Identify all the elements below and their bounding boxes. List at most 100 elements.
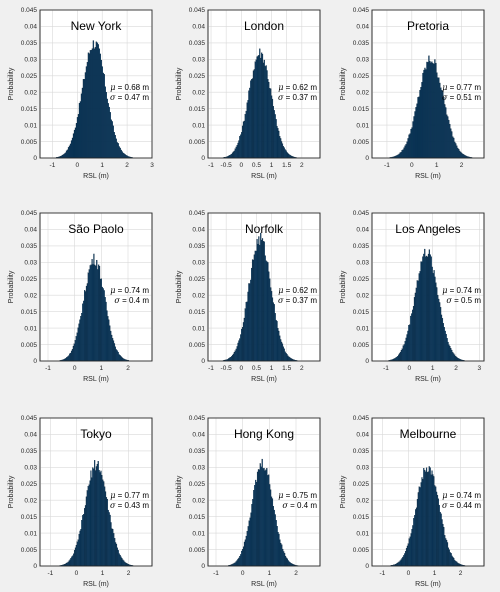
histogram-bar — [70, 353, 71, 361]
histogram-bar — [110, 515, 111, 566]
histogram-bar — [423, 468, 424, 566]
y-tick-label: 0 — [201, 358, 205, 365]
x-tick-label: 0 — [73, 365, 77, 372]
histogram-bar — [278, 128, 279, 158]
histogram-bar — [291, 563, 292, 566]
histogram-bar — [278, 131, 279, 158]
histogram-bar — [400, 352, 401, 361]
histogram-bar — [96, 466, 97, 566]
histogram-bar — [419, 487, 420, 566]
histogram-bar — [262, 238, 263, 361]
x-tick-label: 0.5 — [252, 162, 261, 169]
histogram-bar — [271, 497, 272, 566]
histogram-bar — [99, 266, 100, 361]
y-tick-label: 0.045 — [189, 210, 206, 217]
histogram-bar — [272, 298, 273, 361]
y-tick-label: 0.035 — [189, 243, 206, 250]
y-tick-label: 0.03 — [24, 465, 37, 472]
histogram-bar — [408, 325, 409, 361]
histogram-bar — [121, 150, 122, 158]
histogram-bar — [62, 155, 63, 158]
histogram-bar — [71, 351, 72, 361]
histogram-bar — [405, 551, 406, 566]
histogram-bar — [457, 358, 458, 361]
histogram-bar — [415, 111, 416, 158]
x-axis-label: RSL (m) — [83, 173, 109, 180]
x-tick-label: 0 — [239, 365, 243, 372]
histogram-bar — [431, 62, 432, 158]
histogram-bar — [233, 152, 234, 158]
y-tick-label: 0 — [33, 563, 37, 570]
histogram-bar — [229, 358, 230, 361]
histogram-bar — [231, 356, 232, 361]
histogram-bar — [113, 341, 114, 361]
histogram-bar — [244, 542, 245, 566]
std-annotation: σ = 0.4 m — [114, 296, 149, 305]
histogram-bar — [228, 358, 229, 361]
histogram-bar — [238, 343, 239, 361]
y-tick-label: 0.045 — [189, 7, 206, 14]
histogram-bar — [75, 340, 76, 361]
histogram-bar — [427, 257, 428, 361]
histogram-bar — [85, 505, 86, 566]
chart-title: Pretoria — [407, 19, 449, 33]
histogram-bar — [405, 146, 406, 158]
x-tick-label: 1.5 — [282, 162, 291, 169]
y-tick-label: 0.025 — [189, 481, 206, 488]
y-axis-label: Probability — [340, 67, 347, 100]
histogram-bar — [430, 255, 431, 361]
histogram-bar — [398, 562, 399, 566]
histogram-bar — [67, 357, 68, 361]
histogram-bar — [288, 357, 289, 361]
histogram-bar — [452, 352, 453, 361]
histogram-bar — [401, 152, 402, 158]
histogram-bar — [432, 471, 433, 566]
histogram-bar — [289, 562, 290, 566]
y-tick-label: 0.02 — [356, 89, 369, 96]
histogram-bar — [275, 114, 276, 158]
histogram-bar — [103, 481, 104, 566]
histogram-bar — [240, 135, 241, 158]
histogram-bar — [443, 323, 444, 361]
histogram-bar — [91, 478, 92, 566]
histogram-bar — [70, 560, 71, 566]
y-tick-label: 0.03 — [192, 260, 205, 267]
y-tick-label: 0.03 — [356, 465, 369, 472]
histogram-bar — [396, 357, 397, 361]
chart-title: Tokyo — [80, 427, 112, 441]
x-tick-label: 1 — [435, 162, 439, 169]
x-tick-label: 2 — [454, 365, 458, 372]
histogram-bar — [284, 148, 285, 158]
histogram-bar — [87, 490, 88, 566]
histogram-bar — [423, 254, 424, 361]
histogram-bar — [249, 88, 250, 158]
y-tick-label: 0 — [201, 155, 205, 162]
y-tick-label: 0.045 — [189, 415, 206, 422]
histogram-bar — [288, 154, 289, 158]
y-axis-label: Probability — [176, 475, 183, 508]
histogram-bar — [118, 143, 119, 158]
histogram-bar — [247, 103, 248, 158]
histogram-bar — [285, 556, 286, 566]
histogram-bar — [414, 116, 415, 158]
histogram-bar — [83, 301, 84, 361]
histogram-bar — [430, 468, 431, 566]
histogram-bar — [258, 236, 259, 361]
x-tick-label: 2 — [125, 162, 129, 169]
histogram-bar — [105, 297, 106, 361]
y-tick-label: 0 — [33, 155, 37, 162]
x-tick-label: 0 — [76, 162, 80, 169]
histogram-bar — [75, 548, 76, 566]
histogram-bar — [259, 49, 260, 158]
histogram-bar — [420, 487, 421, 566]
histogram-bar — [441, 315, 442, 361]
histogram-bar — [417, 104, 418, 158]
histogram-bar — [248, 100, 249, 158]
histogram-bar — [114, 132, 115, 158]
histogram-bar — [89, 54, 90, 158]
histogram-bar — [447, 542, 448, 566]
histogram-bar — [98, 461, 99, 566]
histogram-bar — [101, 471, 102, 566]
